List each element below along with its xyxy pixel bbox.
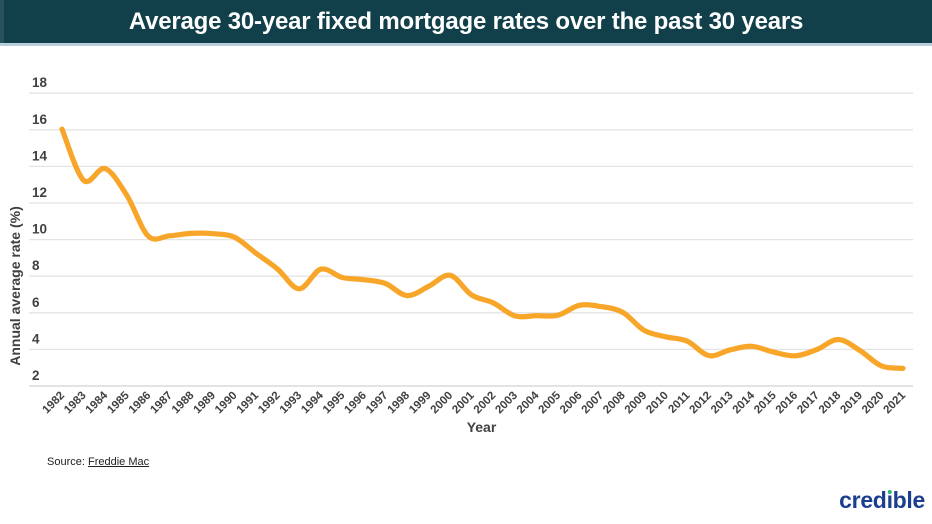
logo-letter-i: ı [887, 487, 893, 513]
x-tick-label: 1990 [213, 390, 240, 417]
x-tick-label: 1996 [342, 390, 369, 417]
x-tick-label: 2014 [731, 389, 758, 416]
x-tick-label: 2012 [687, 390, 714, 417]
line-chart: 2468101214161819821983198419851986198719… [29, 75, 913, 417]
x-tick-label: 2000 [429, 390, 456, 417]
x-tick-label: 2015 [752, 389, 779, 416]
x-tick-label: 1984 [84, 389, 111, 416]
x-tick-label: 1998 [386, 389, 413, 416]
x-tick-label: 1982 [41, 390, 68, 417]
credible-logo: credı ble [839, 487, 925, 513]
source-link[interactable]: Freddie Mac [87, 456, 150, 468]
source-label: Source: [47, 456, 88, 468]
y-tick-label: 18 [32, 75, 48, 90]
x-tick-label: 2007 [580, 390, 607, 417]
y-tick-label: 4 [32, 331, 40, 346]
x-tick-label: 2020 [860, 390, 887, 417]
x-tick-label: 2010 [644, 390, 671, 417]
rate-line-series [59, 126, 906, 371]
x-tick-label: 1987 [148, 390, 175, 417]
x-tick-label: 1991 [235, 389, 262, 416]
y-tick-label: 16 [32, 112, 48, 127]
chart-title: Average 30-year fixed mortgage rates ove… [128, 7, 804, 35]
x-tick-label: 2009 [623, 390, 650, 417]
x-tick-label: 2017 [795, 390, 822, 417]
x-tick-label: 1985 [105, 389, 132, 416]
x-tick-label: 2005 [537, 389, 564, 416]
y-tick-label: 12 [32, 185, 47, 200]
x-tick-label: 1992 [256, 390, 283, 417]
x-tick-label: 1983 [62, 390, 89, 417]
x-tick-label: 2008 [601, 389, 628, 416]
x-tick-label: 1995 [321, 389, 348, 416]
x-tick-label: 1986 [127, 390, 154, 417]
x-tick-label: 2002 [472, 390, 499, 417]
chart-title-bar: Average 30-year fixed mortgage rates ove… [0, 0, 932, 46]
x-tick-label: 2019 [838, 390, 865, 417]
x-tick-label: 2016 [774, 390, 801, 417]
y-tick-label: 6 [32, 295, 40, 310]
x-tick-label: 2003 [493, 390, 520, 417]
x-tick-label: 2004 [515, 389, 542, 416]
x-tick-label: 1997 [364, 390, 391, 417]
y-tick-label: 14 [32, 148, 48, 163]
x-tick-label: 2018 [817, 389, 844, 416]
x-tick-label: 1988 [170, 389, 197, 416]
x-tick-label: 2006 [558, 390, 585, 417]
x-axis-title: Year [466, 419, 497, 435]
x-tick-label: 1999 [407, 390, 434, 417]
x-tick-label: 2021 [882, 389, 909, 416]
y-tick-label: 10 [32, 222, 47, 237]
source-note: Source: Freddie Mac [47, 456, 149, 468]
logo-text-post: ble [892, 487, 926, 513]
x-tick-label: 1994 [299, 389, 326, 416]
x-tick-label: 1993 [278, 390, 305, 417]
x-tick-label: 2011 [666, 389, 693, 416]
x-tick-label: 1989 [191, 390, 218, 417]
x-tick-label: 2001 [450, 389, 477, 416]
y-tick-label: 8 [32, 258, 40, 273]
logo-text-pre: cred [839, 487, 887, 513]
logo-dotless-i: ı [886, 487, 893, 513]
y-tick-label: 2 [32, 368, 40, 383]
x-tick-label: 2013 [709, 390, 736, 417]
logo-i-dot [887, 489, 892, 494]
